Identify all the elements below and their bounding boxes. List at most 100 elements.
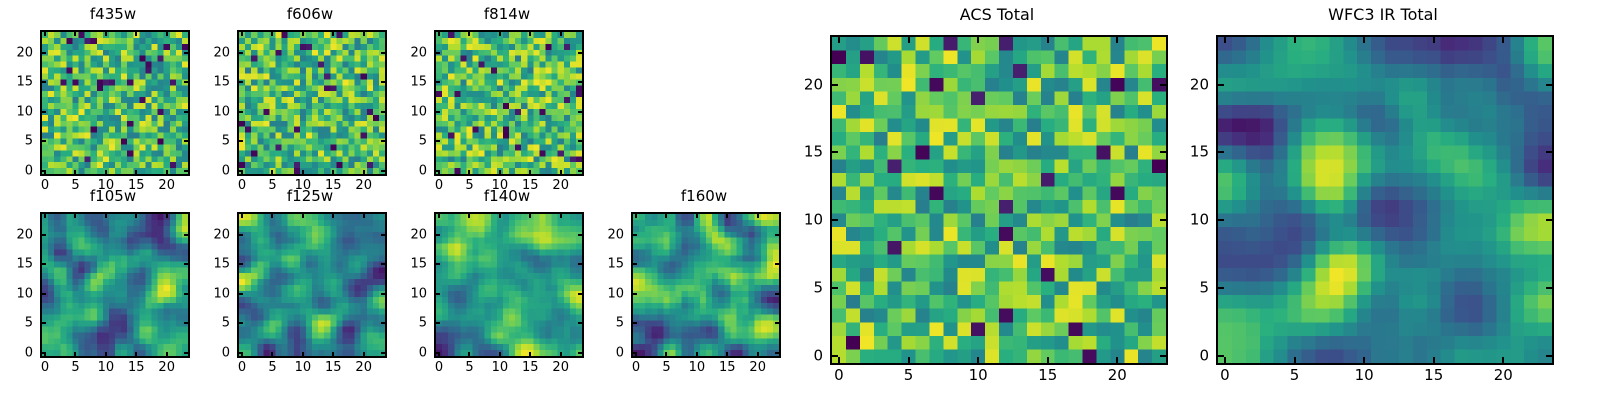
y-tick-label: 10: [803, 210, 823, 229]
x-tick-mark-top: [165, 32, 168, 36]
y-tick-mark: [42, 292, 46, 295]
x-tick-label: 15: [1424, 366, 1444, 384]
x-tick-mark: [498, 352, 501, 356]
y-tick-label: 20: [213, 227, 230, 243]
y-tick-label: 10: [1189, 210, 1209, 229]
y-tick-mark-right: [381, 81, 385, 84]
x-tick-label: 0: [434, 360, 444, 375]
y-tick-mark: [1218, 355, 1224, 358]
x-tick-mark: [1363, 357, 1366, 363]
y-tick-label: 15: [16, 256, 33, 272]
x-tick-mark-top: [665, 214, 668, 218]
y-tick-label: 0: [24, 163, 33, 179]
panel-title: f125w: [286, 187, 334, 205]
x-tick-mark-top: [438, 32, 441, 36]
y-tick-mark-right: [775, 322, 779, 325]
x-tick-mark-top: [301, 32, 304, 36]
x-tick-mark-top: [559, 32, 562, 36]
x-tick-mark: [104, 352, 107, 356]
x-tick-label: 10: [1354, 366, 1374, 384]
y-tick-mark-right: [578, 233, 582, 236]
x-tick-mark: [332, 352, 335, 356]
y-tick-label: 10: [213, 104, 230, 120]
y-tick-label: 20: [16, 227, 33, 243]
x-tick-mark: [271, 352, 274, 356]
y-tick-mark: [633, 233, 637, 236]
y-tick-mark-right: [184, 110, 188, 113]
y-tick-mark: [42, 140, 46, 143]
x-tick-mark: [468, 170, 471, 174]
y-tick-mark-right: [381, 263, 385, 266]
y-tick-mark: [239, 170, 243, 173]
x-tick-mark-top: [635, 214, 638, 218]
y-tick-label: 10: [607, 286, 624, 302]
y-tick-mark: [42, 263, 46, 266]
y-tick-label: 20: [410, 227, 427, 243]
y-tick-label: 5: [615, 315, 624, 331]
x-tick-mark-top: [1046, 37, 1049, 43]
x-tick-mark-top: [332, 32, 335, 36]
x-tick-mark: [498, 170, 501, 174]
x-tick-label: 0: [631, 360, 641, 375]
y-tick-mark: [1218, 151, 1224, 154]
x-tick-mark: [756, 352, 759, 356]
heatmap-canvas: [436, 32, 582, 174]
x-tick-label: 5: [465, 360, 474, 375]
y-tick-mark: [239, 292, 243, 295]
x-tick-label: 10: [97, 360, 115, 375]
heatmap-panel-acs-total: ACS Total 0 5 10 15 20 0 5 10 15 20: [804, 5, 1168, 383]
y-tick-mark-right: [1546, 151, 1552, 154]
y-tick-mark-right: [381, 352, 385, 355]
heatmap-panel-f140w: f140w 0 5 10 15 20 0 5 10 15 20: [410, 187, 584, 374]
y-tick-mark-right: [1160, 287, 1166, 290]
x-tick-mark: [1223, 357, 1226, 363]
x-tick-mark-top: [977, 37, 980, 43]
x-tick-mark-top: [74, 214, 77, 218]
y-tick-label: 10: [410, 104, 427, 120]
x-tick-mark: [362, 170, 365, 174]
heatmap-panel-f435w: f435w 0 5 10 15 20 0 5 10 15 20: [16, 5, 190, 192]
heatmap-canvas: [239, 214, 385, 356]
x-tick-label: 5: [1289, 366, 1300, 384]
y-tick-mark-right: [775, 292, 779, 295]
heatmap-canvas: [42, 214, 188, 356]
y-tick-mark: [436, 110, 440, 113]
heatmap-plot: 0 5 10 15 20 0 5 10 15 20: [607, 212, 781, 374]
x-tick-mark-top: [44, 32, 47, 36]
y-tick-mark: [239, 233, 243, 236]
y-tick-mark: [42, 233, 46, 236]
y-tick-mark: [832, 287, 838, 290]
heatmap-panel-f160w: f160w 0 5 10 15 20 0 5 10 15 20: [607, 187, 781, 374]
y-tick-mark-right: [775, 233, 779, 236]
y-tick-mark: [436, 263, 440, 266]
y-tick-mark-right: [184, 292, 188, 295]
y-tick-label: 0: [615, 345, 624, 361]
panel-title: WFC3 IR Total: [1328, 5, 1438, 24]
x-tick-mark: [1432, 357, 1435, 363]
y-tick-mark: [436, 352, 440, 355]
y-tick-label: 0: [1199, 346, 1209, 365]
heatmap-panel-wfc3-ir-total: WFC3 IR Total 0 5 10 15 20 0 5 10 15 20: [1190, 5, 1554, 383]
x-tick-mark-top: [907, 37, 910, 43]
y-tick-mark: [633, 263, 637, 266]
y-tick-mark: [1218, 219, 1224, 222]
y-tick-mark-right: [775, 352, 779, 355]
y-tick-mark: [436, 140, 440, 143]
y-tick-label: 20: [16, 45, 33, 61]
x-tick-label: 5: [71, 178, 80, 193]
y-tick-mark: [832, 355, 838, 358]
x-tick-label: 0: [434, 178, 444, 193]
y-tick-label: 0: [418, 163, 427, 179]
x-tick-mark-top: [1432, 37, 1435, 43]
x-tick-mark-top: [271, 32, 274, 36]
x-tick-label: 15: [1038, 366, 1058, 384]
y-tick-mark: [1218, 287, 1224, 290]
y-tick-label: 20: [803, 75, 823, 94]
x-tick-mark-top: [695, 214, 698, 218]
x-tick-label: 20: [355, 360, 372, 375]
y-tick-mark-right: [184, 170, 188, 173]
x-tick-mark-top: [726, 214, 729, 218]
x-tick-mark: [104, 170, 107, 174]
y-tick-label: 5: [813, 278, 823, 297]
